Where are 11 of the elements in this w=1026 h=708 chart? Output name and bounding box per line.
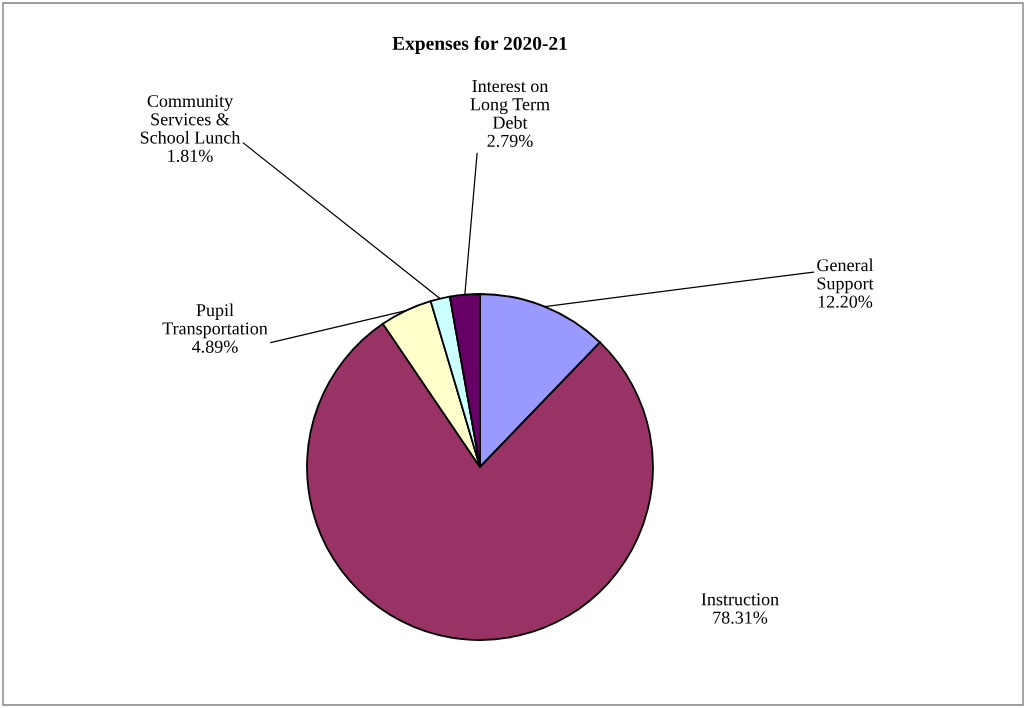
slice-label: General Support bbox=[817, 258, 874, 294]
data-label: 4.89% bbox=[192, 340, 238, 353]
slice-label: Pupil Transportation bbox=[162, 303, 268, 339]
data-label: 1.81% bbox=[168, 149, 213, 162]
data-label: 12.20% bbox=[818, 295, 873, 308]
chart-title: Expenses for 2020-21 bbox=[392, 36, 567, 54]
data-label: 2.79% bbox=[487, 134, 533, 147]
slice-label: Instruction bbox=[701, 593, 779, 606]
slice-label: Interest on Long Term Debt bbox=[470, 80, 550, 129]
data-label: 78.31% bbox=[713, 611, 768, 624]
slice-label: Community Services & School Lunch bbox=[140, 94, 241, 144]
